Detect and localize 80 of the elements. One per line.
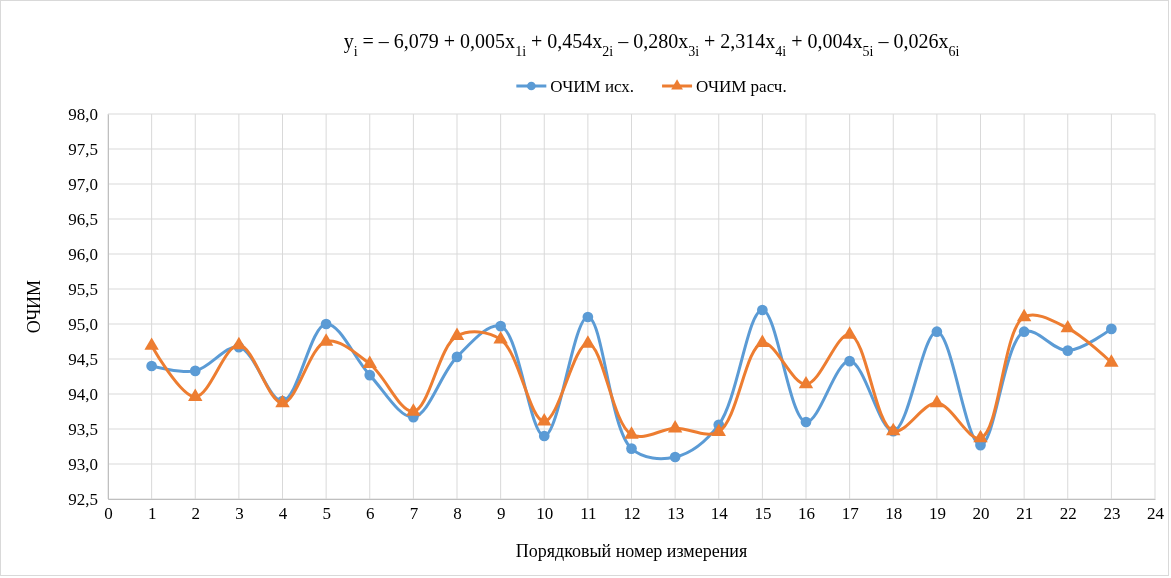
y-tick-label: 93,5 bbox=[68, 419, 98, 439]
point bbox=[144, 337, 159, 350]
y-tick-label: 96,5 bbox=[68, 209, 98, 229]
x-tick-label: 3 bbox=[235, 504, 244, 524]
point bbox=[667, 419, 683, 433]
point bbox=[364, 369, 376, 381]
point bbox=[1060, 319, 1075, 333]
point bbox=[1018, 326, 1030, 338]
y-tick-label: 95,5 bbox=[68, 279, 98, 299]
point bbox=[711, 423, 726, 436]
point bbox=[1016, 308, 1032, 322]
point bbox=[537, 412, 552, 426]
x-tick-label: 19 bbox=[928, 504, 946, 524]
point bbox=[449, 327, 465, 341]
point bbox=[973, 429, 988, 443]
point bbox=[146, 360, 157, 372]
point bbox=[538, 430, 550, 442]
point bbox=[624, 426, 639, 439]
point bbox=[757, 304, 768, 316]
y-tick-label: 93,0 bbox=[68, 454, 98, 474]
y-axis-title: ОЧИМ bbox=[24, 279, 44, 334]
point bbox=[493, 331, 508, 344]
point bbox=[188, 388, 203, 401]
point bbox=[189, 365, 201, 377]
x-tick-label: 4 bbox=[278, 504, 288, 524]
point bbox=[231, 336, 247, 350]
y-tick-label: 97,5 bbox=[68, 139, 98, 159]
x-tick-label: 6 bbox=[366, 504, 375, 524]
point bbox=[362, 355, 377, 369]
point bbox=[669, 451, 681, 463]
legend-label: ОЧИМ исх. bbox=[550, 77, 635, 96]
point bbox=[842, 326, 857, 339]
point bbox=[406, 403, 421, 416]
y-tick-label: 94,0 bbox=[68, 384, 98, 404]
y-tick-label: 95,0 bbox=[68, 314, 98, 334]
chart-title: y$_{i}$ = – 6,079 + 0,005x$_{1i}$ + 0,454x$_{2i}$ – 0,280x$_{3i}$ + 2,314x$_{4i}$ + 0,004x$_{5i}$ – 0,026x$_{6i}$ bbox=[343, 30, 960, 59]
x-tick-label: 5 bbox=[322, 504, 331, 524]
x-tick-label: 17 bbox=[841, 504, 860, 524]
point bbox=[800, 416, 812, 428]
point bbox=[320, 318, 332, 330]
y-tick-label: 94,5 bbox=[68, 349, 98, 369]
x-tick-label: 15 bbox=[754, 504, 772, 524]
point bbox=[1106, 323, 1117, 335]
point bbox=[626, 443, 637, 454]
x-tick-label: 10 bbox=[536, 504, 554, 524]
x-tick-label: 20 bbox=[972, 504, 990, 524]
x-tick-label: 7 bbox=[409, 504, 419, 524]
point bbox=[929, 394, 945, 408]
point bbox=[755, 334, 770, 348]
x-axis-title: Порядковый номер измерения bbox=[515, 541, 748, 561]
point bbox=[451, 351, 463, 363]
legend-label: ОЧИМ расч. bbox=[696, 77, 787, 96]
y-tick-label: 96,0 bbox=[68, 244, 98, 264]
point bbox=[1104, 354, 1119, 367]
x-tick-label: 18 bbox=[885, 504, 903, 524]
y-tick-label: 92,5 bbox=[68, 489, 98, 509]
x-tick-label: 2 bbox=[191, 504, 200, 524]
x-tick-label: 9 bbox=[496, 504, 506, 524]
x-tick-label: 8 bbox=[453, 504, 462, 524]
point bbox=[844, 355, 855, 367]
point bbox=[495, 320, 506, 332]
point bbox=[798, 375, 814, 389]
point bbox=[582, 311, 594, 323]
x-tick-label: 1 bbox=[147, 504, 157, 524]
point bbox=[1062, 345, 1074, 356]
point bbox=[318, 333, 334, 346]
x-tick-label: 22 bbox=[1059, 504, 1077, 524]
y-tick-label: 97,0 bbox=[68, 174, 98, 194]
x-tick-label: 12 bbox=[623, 504, 641, 524]
x-tick-label: 21 bbox=[1016, 504, 1034, 524]
x-tick-label: 11 bbox=[580, 504, 597, 524]
x-tick-label: 0 bbox=[104, 504, 113, 524]
x-tick-label: 24 bbox=[1147, 504, 1165, 524]
point bbox=[931, 326, 943, 338]
x-tick-label: 13 bbox=[667, 504, 685, 524]
x-tick-label: 14 bbox=[710, 504, 729, 524]
x-tick-label: 23 bbox=[1103, 504, 1121, 524]
point bbox=[580, 335, 596, 348]
x-tick-label: 16 bbox=[798, 504, 815, 524]
y-tick-label: 98,0 bbox=[68, 104, 98, 124]
